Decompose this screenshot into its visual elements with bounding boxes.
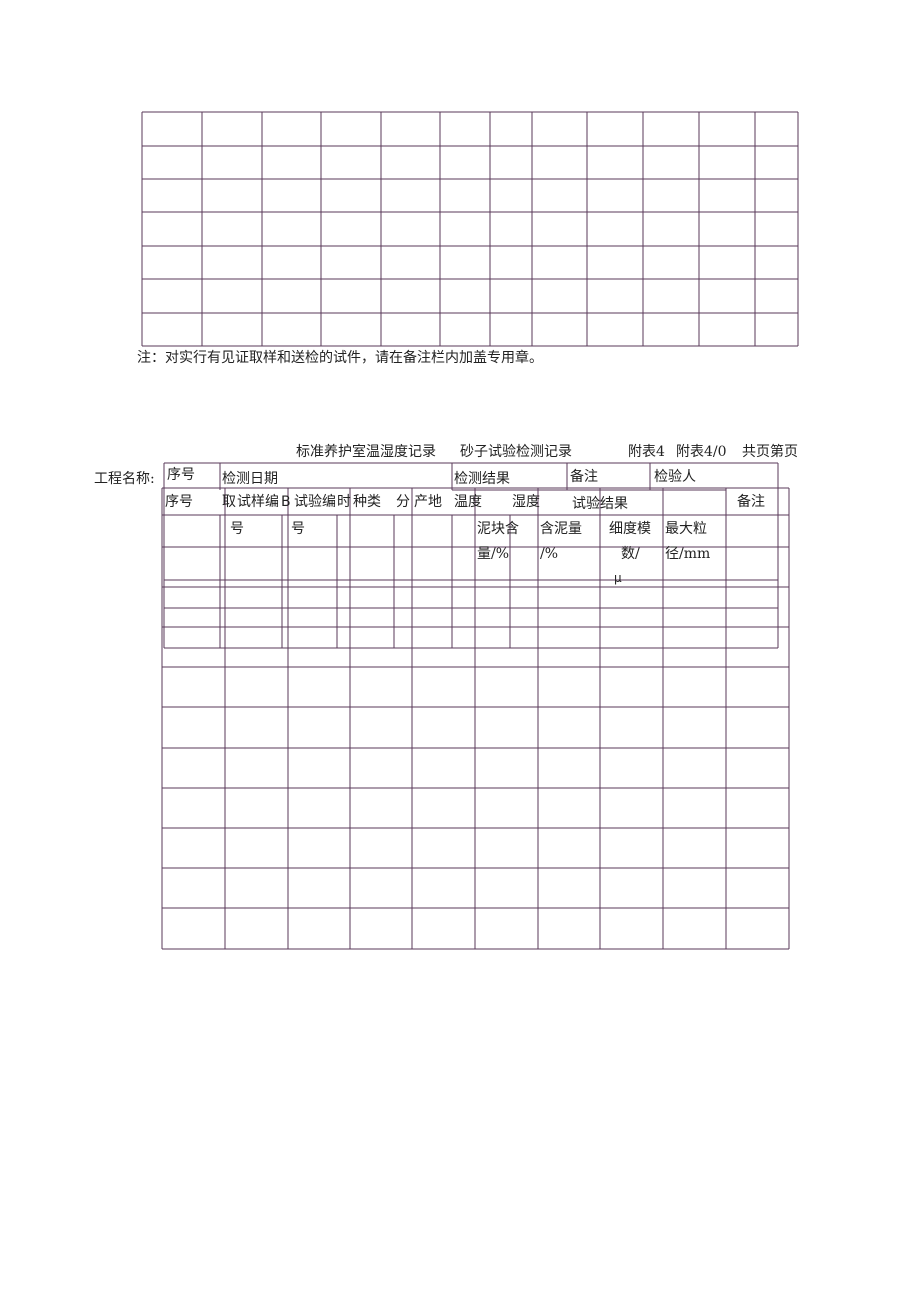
- sub-max-size: 最大粒: [665, 521, 707, 537]
- sub-mud-content: 含泥量: [540, 521, 582, 537]
- header-fen: 分: [396, 494, 410, 510]
- header-b: B: [281, 494, 291, 510]
- sub-unit-4: 径/mm: [665, 546, 711, 562]
- sub-unit-2: /%: [540, 546, 559, 562]
- header-temperature: 温度: [454, 494, 482, 510]
- sub-clay-lump: 泥块含: [477, 521, 519, 537]
- overlay-remarks: 备注: [570, 469, 598, 485]
- header-sample-no: 试样编: [237, 494, 279, 510]
- title-a: 标准养护室温湿度记录: [296, 444, 436, 460]
- overlay-test-result: 检测结果: [454, 471, 510, 487]
- pages-label: 共页第页: [742, 444, 798, 460]
- header-humidity: 湿度: [512, 494, 540, 510]
- header-remarks: 备注: [737, 494, 765, 510]
- overlay-inspector: 检验人: [654, 469, 696, 485]
- sub-unit-1: 量/%: [477, 546, 510, 562]
- header-seq: 序号: [165, 494, 193, 510]
- header-origin: 产地: [414, 494, 442, 510]
- appendix-a: 附表4: [628, 444, 665, 460]
- overlay-seq: 序号: [167, 467, 195, 483]
- sub-no-2: 号: [291, 521, 305, 537]
- header-test-no: 试验编: [294, 494, 336, 510]
- overlay-test-date: 检测日期: [222, 471, 278, 487]
- title-b: 砂子试验检测记录: [460, 444, 572, 460]
- sub-no-1: 号: [230, 521, 244, 537]
- appendix-b: 附表4/0: [676, 444, 727, 460]
- sub-unit-3: 数/: [621, 546, 640, 562]
- header-type: 种类: [353, 494, 381, 510]
- project-name-label: 工程名称:: [94, 471, 155, 487]
- header-time: 时: [337, 494, 351, 510]
- note-text: 注：对实行有见证取样和送检的试件，请在备注栏内加盖专用章。: [137, 350, 543, 366]
- header-test-result: 试验结果: [572, 496, 628, 512]
- header-take: 取: [222, 494, 236, 510]
- mu-symbol: μ: [614, 571, 622, 585]
- sub-fineness: 细度模: [609, 521, 651, 537]
